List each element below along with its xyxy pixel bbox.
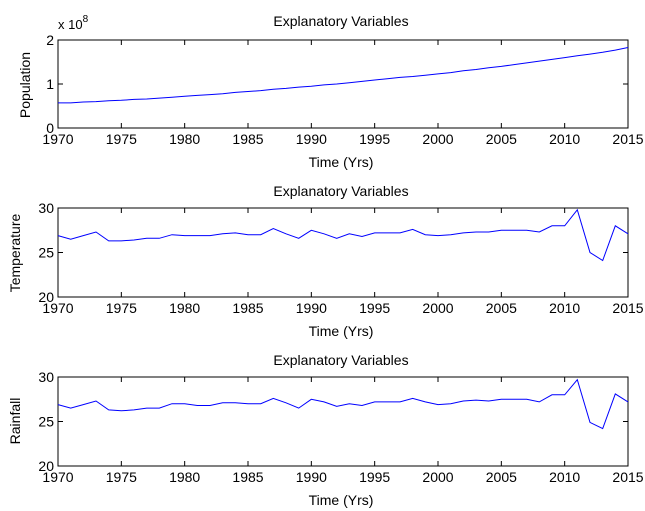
x-tick-label: 1995 xyxy=(359,300,390,316)
series-line-rainfall xyxy=(57,378,629,430)
y-axis-label: Temperature xyxy=(7,213,23,292)
x-tick-label: 2005 xyxy=(486,131,517,147)
x-tick-label: 2010 xyxy=(549,131,580,147)
y-tick-label: 30 xyxy=(38,369,54,385)
plot-frame xyxy=(57,39,629,129)
x-tick-label: 1980 xyxy=(169,131,200,147)
y-tick-label: 20 xyxy=(38,289,54,305)
x-ticks: 1970 1975 1980 1985 1990 1995 2000 2005 2010 2015 xyxy=(42,40,644,147)
y-exponent: 8 xyxy=(83,14,89,25)
y-tick-label: 0 xyxy=(46,120,54,136)
x-tick-label: 2015 xyxy=(612,300,643,316)
y-ticks: 20 25 30 xyxy=(38,200,628,305)
plot-frame xyxy=(57,376,629,467)
x-tick-label: 1990 xyxy=(296,469,327,485)
y-tick-label: 25 xyxy=(38,245,54,261)
chart-title: Explanatory Variables xyxy=(273,352,408,368)
x-ticks: 1970 1975 1980 1985 1990 1995 2000 2005 2010 2015 xyxy=(42,377,644,485)
series-line-population xyxy=(58,47,629,104)
x-tick-label: 1995 xyxy=(359,469,390,485)
x-axis-label: Time (Yrs) xyxy=(309,492,374,508)
x-tick-label: 1975 xyxy=(106,469,137,485)
x-tick-label: 1970 xyxy=(42,300,73,316)
x-tick-label: 2015 xyxy=(612,131,643,147)
y-tick-label: 20 xyxy=(38,458,54,474)
x-tick-label: 2010 xyxy=(549,300,580,316)
y-axis-label: Rainfall xyxy=(7,398,23,445)
x-tick-label: 1990 xyxy=(296,131,327,147)
y-tick-label: 1 xyxy=(46,76,54,92)
x-tick-label: 2005 xyxy=(486,469,517,485)
x-tick-label: 2005 xyxy=(486,300,517,316)
x-tick-label: 1980 xyxy=(169,469,200,485)
x-ticks: 1970 1975 1980 1985 1990 1995 2000 2005 2010 2015 xyxy=(42,208,644,316)
panel-rainfall: Explanatory Variables Rainfall Time (Yrs… xyxy=(7,352,644,508)
x-tick-label: 1970 xyxy=(42,131,73,147)
x-tick-label: 1975 xyxy=(106,131,137,147)
x-tick-label: 1990 xyxy=(296,300,327,316)
x-tick-label: 2015 xyxy=(612,469,643,485)
plot-frame xyxy=(57,207,629,298)
y-exponent-label: x 108 xyxy=(58,14,89,32)
x-tick-label: 1985 xyxy=(232,131,263,147)
series-line-temperature xyxy=(57,208,629,262)
x-tick-label: 2000 xyxy=(422,131,453,147)
x-tick-label: 1985 xyxy=(232,300,263,316)
x-tick-label: 2010 xyxy=(549,469,580,485)
y-tick-label: 30 xyxy=(38,200,54,216)
x-axis-label: Time (Yrs) xyxy=(309,154,374,170)
y-ticks: 20 25 30 xyxy=(38,369,628,474)
chart-title: Explanatory Variables xyxy=(273,183,408,199)
y-tick-label: 25 xyxy=(38,414,54,430)
x-tick-label: 1985 xyxy=(232,469,263,485)
y-ticks: 0 1 2 xyxy=(46,32,628,136)
x-tick-label: 2000 xyxy=(422,300,453,316)
x-tick-label: 1995 xyxy=(359,131,390,147)
x-tick-label: 1970 xyxy=(42,469,73,485)
chart-title: Explanatory Variables xyxy=(273,13,408,29)
panel-population: Explanatory Variables x 108 Population T… xyxy=(17,13,644,170)
y-tick-label: 2 xyxy=(46,32,54,48)
x-tick-label: 1980 xyxy=(169,300,200,316)
x-axis-label: Time (Yrs) xyxy=(309,323,374,339)
y-axis-label: Population xyxy=(17,52,33,118)
x-tick-label: 1975 xyxy=(106,300,137,316)
panel-temperature: Explanatory Variables Temperature Time (… xyxy=(7,183,644,339)
x-tick-label: 2000 xyxy=(422,469,453,485)
